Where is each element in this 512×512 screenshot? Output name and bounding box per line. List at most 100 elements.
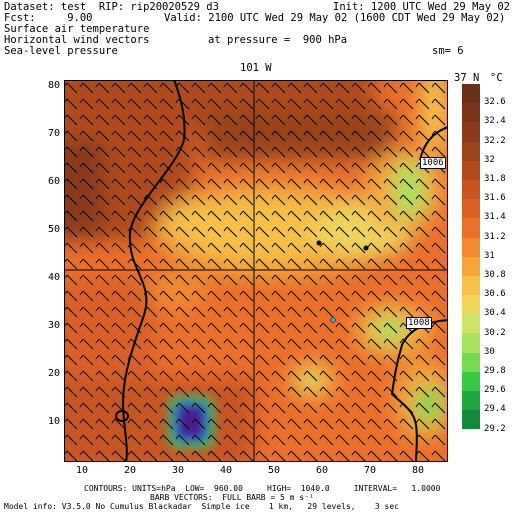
wind-barb xyxy=(287,178,302,190)
wind-barb xyxy=(287,82,302,94)
wind-barb xyxy=(351,82,366,94)
wind-barb xyxy=(143,450,158,462)
wind-barb xyxy=(207,386,222,398)
wind-barb xyxy=(367,258,382,270)
wind-barb xyxy=(175,370,190,382)
x-tick: 30 xyxy=(171,465,185,476)
field-wind: Horizontal wind vectors xyxy=(4,34,150,46)
wind-barb xyxy=(335,194,350,206)
wind-barb xyxy=(335,82,350,94)
wind-barb xyxy=(367,434,382,446)
wind-barb xyxy=(415,130,430,142)
wind-barb xyxy=(79,210,94,222)
wind-barb xyxy=(319,82,334,94)
wind-barb xyxy=(383,290,398,302)
wind-barb xyxy=(335,98,350,110)
wind-barb xyxy=(335,338,350,350)
wind-barb xyxy=(319,146,334,158)
x-tick: 50 xyxy=(267,465,281,476)
wind-barb xyxy=(351,130,366,142)
wind-barb xyxy=(239,418,254,430)
wind-barb xyxy=(351,370,366,382)
wind-barb xyxy=(239,130,254,142)
wind-barb xyxy=(79,146,94,158)
wind-barb xyxy=(287,162,302,174)
colorbar-unit: °C xyxy=(490,72,503,84)
wind-barb xyxy=(191,434,206,446)
wind-barb xyxy=(255,82,270,94)
wind-barb xyxy=(191,98,206,110)
colorbar-label: 30.8 xyxy=(484,270,506,280)
wind-barb xyxy=(431,258,446,270)
wind-barb xyxy=(415,242,430,254)
wind-barb xyxy=(111,370,126,382)
wind-barb xyxy=(111,162,126,174)
colorbar-label: 32.6 xyxy=(484,97,506,108)
wind-barb xyxy=(367,338,382,350)
colorbar-swatch xyxy=(462,410,480,430)
wind-barb xyxy=(79,242,94,254)
x-tick: 10 xyxy=(75,465,89,476)
wind-barb xyxy=(399,210,414,222)
wind-barb xyxy=(335,450,350,462)
wind-barb xyxy=(271,146,286,158)
colorbar-swatch xyxy=(462,199,480,219)
wind-barb xyxy=(207,82,222,94)
wind-barb xyxy=(351,178,366,190)
wind-barb xyxy=(143,194,158,206)
wind-barb xyxy=(127,306,142,318)
wind-barb xyxy=(399,306,414,318)
valid-time: Valid: 2100 UTC Wed 29 May 02 (1600 CDT … xyxy=(164,12,506,24)
wind-barb xyxy=(207,322,222,334)
wind-barb xyxy=(303,322,318,334)
wind-barb xyxy=(255,338,270,350)
wind-barb xyxy=(143,354,158,366)
colorbar-label: 30 xyxy=(484,346,495,357)
wind-barb xyxy=(191,418,206,430)
wind-barb xyxy=(287,306,302,318)
wind-barb xyxy=(367,402,382,414)
wind-barb xyxy=(399,98,414,110)
wind-barb xyxy=(111,258,126,270)
wind-barb xyxy=(399,418,414,430)
wind-barb xyxy=(207,114,222,126)
wind-barb xyxy=(223,130,238,142)
wind-barb xyxy=(287,258,302,270)
wind-barb xyxy=(303,386,318,398)
colorbar-swatch xyxy=(462,160,480,180)
wind-barb xyxy=(127,242,142,254)
wind-barb xyxy=(111,130,126,142)
wind-barb xyxy=(111,338,126,350)
wind-barb xyxy=(191,130,206,142)
wind-barb xyxy=(351,274,366,286)
wind-barb xyxy=(143,146,158,158)
wind-barb xyxy=(383,242,398,254)
wind-barb xyxy=(303,98,318,110)
wind-barb xyxy=(175,130,190,142)
wind-barb xyxy=(223,274,238,286)
wind-barb xyxy=(415,370,430,382)
wind-barb xyxy=(143,226,158,238)
wind-barb xyxy=(239,370,254,382)
wind-barb xyxy=(207,242,222,254)
wind-barb xyxy=(207,146,222,158)
wind-barb xyxy=(79,194,94,206)
wind-barb xyxy=(287,418,302,430)
colorbar-label: 30.2 xyxy=(484,327,506,338)
wind-barb xyxy=(207,370,222,382)
wind-barb xyxy=(303,130,318,142)
wind-barb xyxy=(159,354,174,366)
wind-barb xyxy=(239,450,254,462)
wind-barb xyxy=(255,434,270,446)
wind-barb xyxy=(271,418,286,430)
wind-barb xyxy=(159,322,174,334)
wind-barb xyxy=(335,354,350,366)
colorbar-label: 31.4 xyxy=(484,212,506,223)
colorbar-swatch xyxy=(462,295,480,315)
wind-barb xyxy=(303,354,318,366)
wind-barb xyxy=(159,226,174,238)
wind-barb xyxy=(431,242,446,254)
wind-barb xyxy=(287,242,302,254)
wind-barb xyxy=(175,82,190,94)
wind-barb xyxy=(319,194,334,206)
